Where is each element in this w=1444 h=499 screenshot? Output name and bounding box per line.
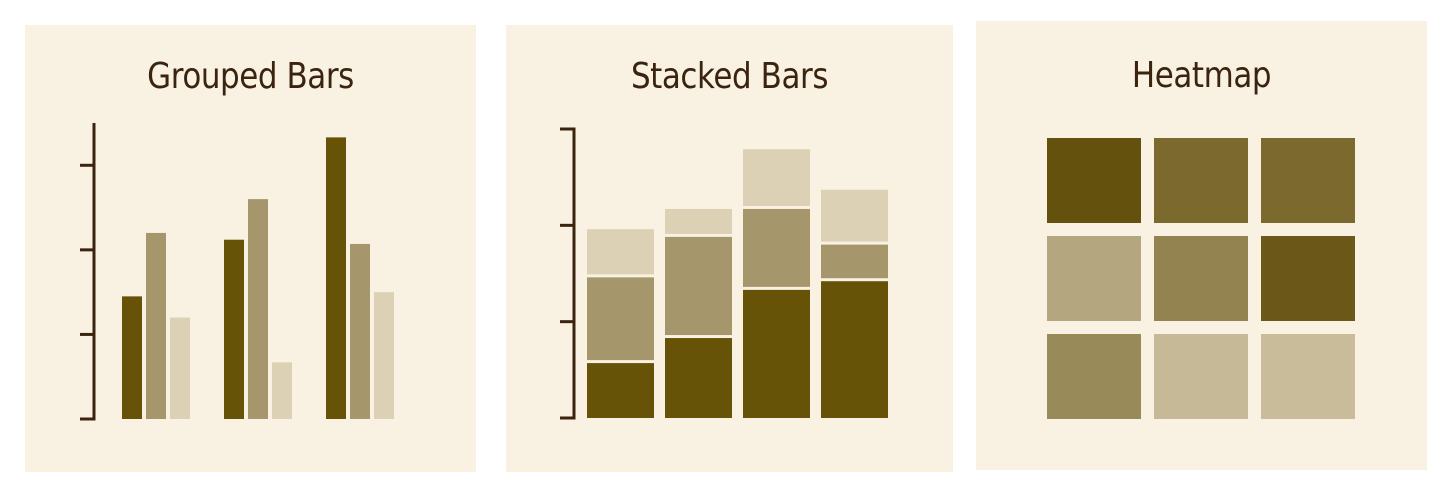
chart-title: Heatmap (1131, 55, 1272, 96)
heatmap-cell (1047, 334, 1141, 419)
stacked-bars-panel: Stacked Bars (506, 25, 953, 472)
stacked-bar-segment (743, 289, 810, 418)
bar (146, 232, 166, 419)
stacked-bar-segment (821, 281, 888, 418)
bar (122, 296, 142, 419)
stacked-bar-segment (743, 149, 810, 206)
bar (374, 292, 394, 419)
heatmap-cell (1154, 334, 1248, 419)
bar (248, 199, 268, 419)
bar (272, 362, 292, 419)
heatmap-cell (1154, 138, 1248, 223)
heatmap-cell (1154, 236, 1248, 321)
stacked-bar-segment (665, 208, 732, 234)
stacked-bar-segment (587, 229, 654, 275)
heatmap-cell (1047, 138, 1141, 223)
heatmap-panel: Heatmap (976, 21, 1427, 470)
stacked-bar-segment (587, 277, 654, 361)
heatmap-cell (1261, 138, 1355, 223)
grouped-bars-panel: Grouped Bars (25, 25, 476, 472)
heatmap-chart (1047, 138, 1355, 419)
heatmap-cell (1047, 236, 1141, 321)
bar (350, 243, 370, 419)
stacked-bars-chart (560, 127, 888, 420)
bar (224, 239, 244, 419)
chart-title: Stacked Bars (630, 56, 829, 97)
stacked-bar-segment (743, 208, 810, 287)
stacked-bar-segment (665, 338, 732, 418)
stacked-bar-segment (665, 236, 732, 336)
bar (326, 137, 346, 419)
grouped-bars-chart (80, 123, 394, 421)
stacked-bar-segment (821, 244, 888, 279)
bar (170, 317, 190, 419)
stacked-bar-segment (587, 363, 654, 418)
heatmap-cell (1261, 236, 1355, 321)
heatmap-cell (1261, 334, 1355, 419)
stacked-bar-segment (821, 189, 888, 242)
chart-title: Grouped Bars (147, 56, 354, 97)
